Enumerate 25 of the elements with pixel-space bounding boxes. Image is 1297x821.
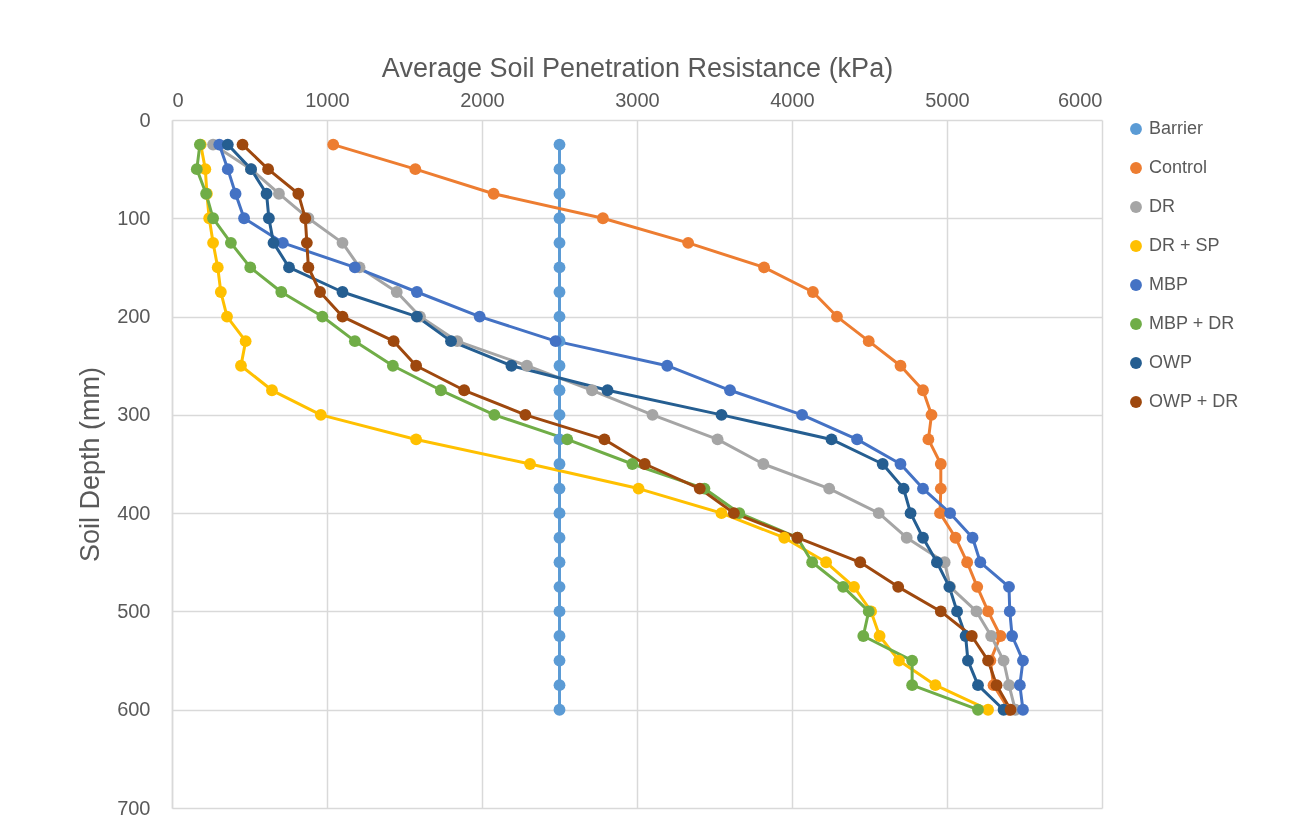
y-tick-label: 300 xyxy=(117,403,151,426)
y-tick-label: 200 xyxy=(117,305,151,328)
y-axis-title: Soil Depth (mm) xyxy=(75,366,106,563)
x-tick-label: 2000 xyxy=(460,88,505,111)
y-tick-label: 600 xyxy=(117,698,151,721)
y-tick-label: 700 xyxy=(117,796,151,819)
legend-label: Control xyxy=(1149,157,1208,177)
legend-label: MBP + DR xyxy=(1149,313,1235,333)
legend-label: OWP xyxy=(1149,352,1192,372)
x-tick-label: 3000 xyxy=(615,88,660,111)
y-tick-label: 400 xyxy=(117,501,151,524)
x-tick-label: 1000 xyxy=(305,88,350,111)
legend-label: DR + SP xyxy=(1149,235,1220,255)
legend-label: OWP + DR xyxy=(1149,391,1239,411)
x-tick-label: 0 xyxy=(172,88,184,111)
legend-label: Barrier xyxy=(1149,118,1204,138)
x-tick-label: 6000 xyxy=(1058,88,1103,111)
legend-label: DR xyxy=(1149,196,1175,216)
x-tick-label: 5000 xyxy=(925,88,970,111)
y-tick-label: 100 xyxy=(117,206,151,229)
x-axis-title: Average Soil Penetration Resistance (kPa) xyxy=(381,52,894,83)
x-tick-label: 4000 xyxy=(770,88,815,111)
y-tick-label: 500 xyxy=(117,599,151,622)
y-tick-label: 0 xyxy=(139,108,151,131)
legend-label: MBP xyxy=(1149,274,1189,294)
